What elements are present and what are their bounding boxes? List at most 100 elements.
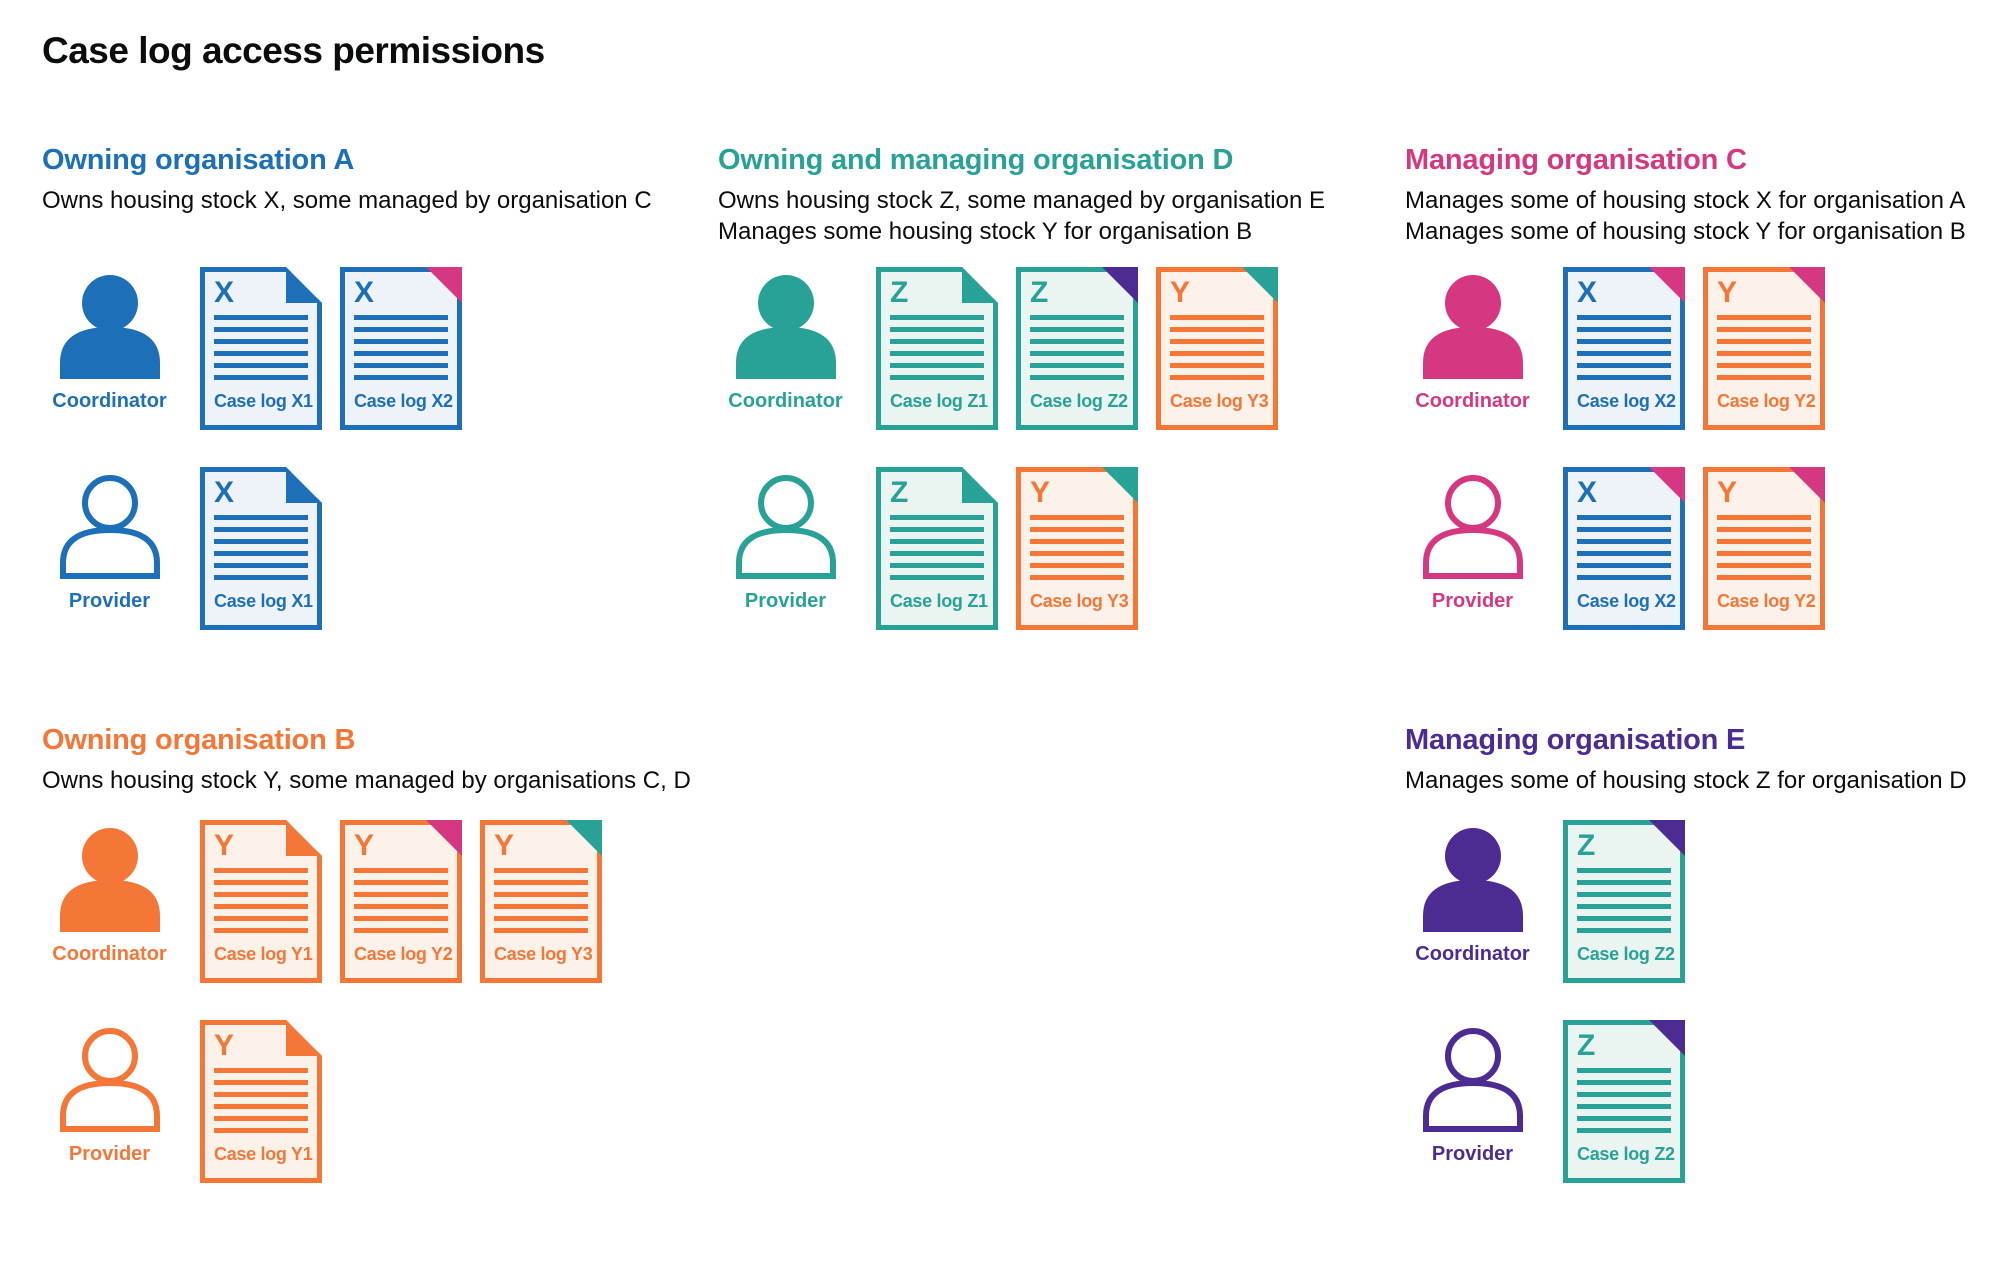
doc-label: Case log X2 — [1577, 391, 1676, 411]
provider-icon — [59, 475, 160, 579]
org-section-a: Owning organisation A Owns housing stock… — [42, 143, 682, 630]
org-title-d: Owning and managing organisation D — [718, 144, 1234, 176]
doc-text-lines — [1577, 515, 1671, 580]
doc-label: Case log X1 — [214, 391, 313, 411]
provider-row-d: Provider Z Case log Z1 Y Case log Y3 — [718, 467, 1358, 633]
doc-label: Case log Z1 — [890, 391, 988, 411]
doc-stock-letter: Y — [1170, 276, 1191, 309]
doc-case-log-y3: Y Case log Y3 — [480, 820, 602, 983]
doc-label: Case log X2 — [1577, 591, 1676, 611]
person-role-label: Coordinator — [52, 390, 167, 412]
doc-case-log-y1: Y Case log Y1 — [200, 820, 322, 983]
doc-text-lines — [1170, 315, 1264, 380]
corner-fold-icon — [426, 267, 462, 303]
org-title-c: Managing organisation C — [1405, 144, 1747, 176]
doc-case-log-x1: X Case log X1 — [200, 467, 322, 630]
doc-text-lines — [1717, 515, 1811, 580]
doc-label: Case log Y1 — [214, 1144, 313, 1164]
doc-text-lines — [1577, 1068, 1671, 1133]
doc-case-log-z2: Z Case log Z2 — [1563, 1020, 1685, 1183]
person-coordinator-a: Coordinator — [42, 275, 177, 411]
doc-text-lines — [1030, 315, 1124, 380]
corner-fold-icon — [1649, 267, 1685, 303]
doc-label: Case log Z2 — [1577, 944, 1675, 964]
org-title-e: Managing organisation E — [1405, 724, 1746, 756]
provider-row-c: Provider X Case log X2 Y Case log Y2 — [1405, 467, 2000, 633]
person-coordinator-d: Coordinator — [718, 275, 853, 411]
doc-text-lines — [354, 868, 448, 933]
doc-stock-letter: Y — [214, 1029, 235, 1062]
folded-corner-icon — [286, 1020, 322, 1056]
person-role-label: Provider — [68, 590, 151, 612]
doc-label: Case log Y3 — [1170, 391, 1269, 411]
doc-text-lines — [1577, 315, 1671, 380]
doc-label: Case log X2 — [354, 391, 453, 411]
folded-corner-icon — [286, 820, 322, 856]
coordinator-icon — [1422, 275, 1523, 379]
person-provider-e: Provider — [1405, 1028, 1540, 1164]
person-role-label: Coordinator — [1415, 390, 1530, 412]
coordinator-icon — [1422, 828, 1523, 932]
org-description-line: Manages some housing stock Y for organis… — [718, 218, 1253, 245]
doc-text-lines — [890, 315, 984, 380]
doc-text-lines — [354, 315, 448, 380]
corner-fold-icon — [1102, 267, 1138, 303]
doc-label: Case log X1 — [214, 591, 313, 611]
doc-stock-letter: X — [1577, 276, 1598, 309]
doc-label: Case log Y2 — [1717, 391, 1816, 411]
doc-label: Case log Y3 — [494, 944, 593, 964]
doc-text-lines — [494, 868, 588, 933]
org-section-c: Managing organisation C Manages some of … — [1405, 143, 2000, 630]
corner-fold-icon — [1649, 820, 1685, 856]
coordinator-icon — [59, 275, 160, 379]
doc-stock-letter: X — [1577, 476, 1598, 509]
folded-corner-icon — [962, 467, 998, 503]
org-description-line: Manages some of housing stock Y for orga… — [1405, 218, 1966, 245]
doc-label: Case log Z2 — [1577, 1144, 1675, 1164]
org-section-d: Owning and managing organisation D Owns … — [718, 143, 1358, 630]
corner-fold-icon — [1789, 267, 1825, 303]
person-role-label: Provider — [744, 590, 827, 612]
doc-text-lines — [214, 1068, 308, 1133]
coordinator-row-c: Coordinator X Case log X2 Y Case log Y2 — [1405, 267, 2000, 433]
coordinator-icon — [59, 828, 160, 932]
coordinator-row-d: Coordinator Z Case log Z1 Z Case log Z2 … — [718, 267, 1358, 433]
person-provider-b: Provider — [42, 1028, 177, 1164]
org-title-a: Owning organisation A — [42, 144, 355, 176]
corner-fold-icon — [1242, 267, 1278, 303]
org-description-line: Owns housing stock Z, some managed by or… — [718, 187, 1325, 214]
org-description-b: Owns housing stock Y, some managed by or… — [42, 765, 691, 796]
org-description-line: Owns housing stock X, some managed by or… — [42, 187, 652, 214]
doc-case-log-y2: Y Case log Y2 — [1703, 467, 1825, 630]
doc-text-lines — [1030, 515, 1124, 580]
provider-row-b: Provider Y Case log Y1 — [42, 1020, 682, 1186]
doc-text-lines — [1717, 315, 1811, 380]
org-description-line: Manages some of housing stock Z for orga… — [1405, 767, 1967, 794]
doc-case-log-y3: Y Case log Y3 — [1156, 267, 1278, 430]
org-section-e: Managing organisation E Manages some of … — [1405, 723, 2000, 1183]
doc-case-log-z1: Z Case log Z1 — [876, 467, 998, 630]
doc-stock-letter: Z — [1577, 1029, 1596, 1062]
corner-fold-icon — [566, 820, 602, 856]
org-section-b: Owning organisation B Owns housing stock… — [42, 723, 691, 1183]
doc-stock-letter: X — [214, 276, 235, 309]
doc-case-log-x2: X Case log X2 — [1563, 267, 1685, 430]
doc-stock-letter: Y — [1030, 476, 1051, 509]
doc-label: Case log Y1 — [214, 944, 313, 964]
doc-text-lines — [214, 315, 308, 380]
person-role-label: Provider — [68, 1143, 151, 1165]
doc-case-log-z2: Z Case log Z2 — [1016, 267, 1138, 430]
doc-label: Case log Y3 — [1030, 591, 1129, 611]
doc-stock-letter: X — [214, 476, 235, 509]
person-provider-d: Provider — [718, 475, 853, 611]
doc-stock-letter: Z — [890, 476, 909, 509]
doc-stock-letter: Z — [890, 276, 909, 309]
folded-corner-icon — [286, 467, 322, 503]
coordinator-icon — [735, 275, 836, 379]
doc-label: Case log Z1 — [890, 591, 988, 611]
doc-case-log-x1: X Case log X1 — [200, 267, 322, 430]
provider-icon — [735, 475, 836, 579]
folded-corner-icon — [962, 267, 998, 303]
org-description-d: Owns housing stock Z, some managed by or… — [718, 185, 1325, 247]
doc-case-log-y2: Y Case log Y2 — [1703, 267, 1825, 430]
